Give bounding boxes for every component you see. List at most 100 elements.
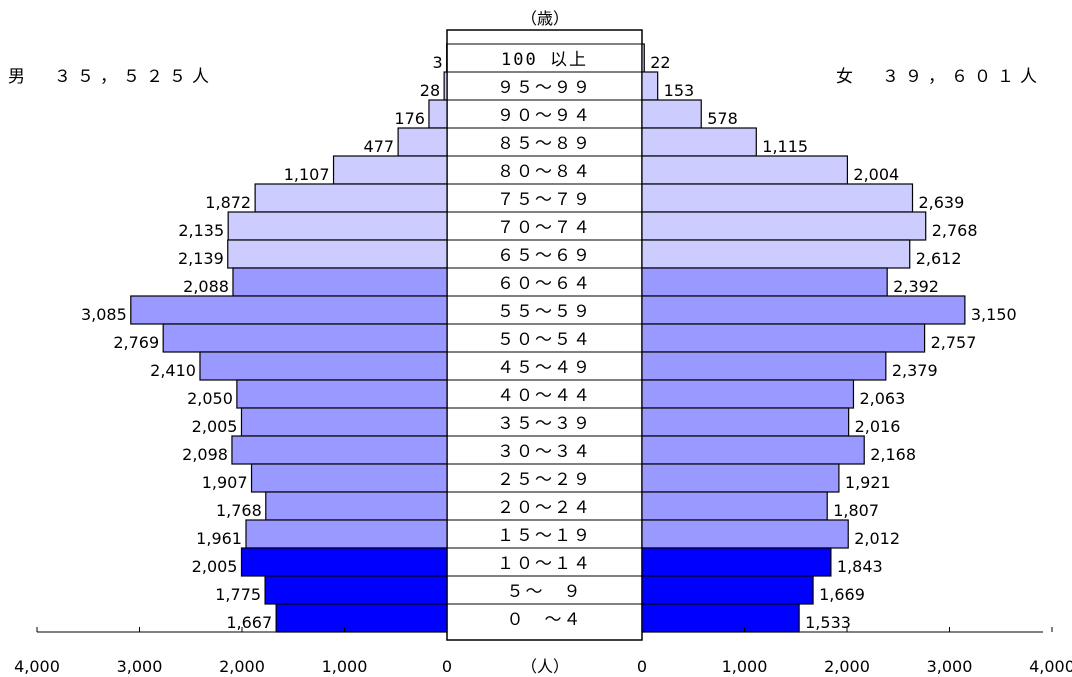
female-value-label: 153: [664, 81, 695, 100]
male-bar: [275, 603, 448, 633]
female-value-label: 2,012: [854, 529, 900, 548]
female-value-label: 1,843: [837, 557, 883, 576]
age-group-label: 100 以上: [501, 50, 588, 70]
female-bar: [641, 71, 659, 101]
female-bar: [641, 43, 645, 73]
female-bar: [641, 463, 840, 493]
male-bar: [265, 491, 448, 521]
male-x-tick-label: 4,000: [14, 657, 60, 676]
female-bar: [641, 99, 702, 129]
female-bar: [641, 351, 887, 381]
male-value-label: 2,005: [192, 417, 238, 436]
male-value-label: 2,410: [150, 361, 196, 380]
male-bar: [443, 71, 448, 101]
male-x-tick-label: 0: [442, 657, 452, 676]
male-value-label: 1,961: [196, 529, 242, 548]
male-bar: [250, 463, 448, 493]
male-bar: [231, 435, 448, 465]
female-value-label: 2,757: [931, 333, 977, 352]
age-group-label: ８０～８４: [497, 162, 592, 182]
female-title: 女 ３９，６０１人: [836, 67, 1043, 87]
age-group-label: ５５～５９: [497, 302, 592, 322]
male-x-tick-label: 2,000: [219, 657, 265, 676]
female-bar: [641, 239, 911, 269]
age-group-label: ４５～４９: [497, 358, 592, 378]
age-group-label: ５０～５４: [497, 330, 592, 350]
female-value-label: 2,063: [859, 389, 905, 408]
male-bar: [428, 99, 448, 129]
age-group-label: ７０～７４: [497, 218, 592, 238]
female-value-label: 578: [707, 109, 738, 128]
age-group-label: ３０～３４: [497, 442, 592, 462]
male-bar: [245, 519, 448, 549]
male-bar: [397, 127, 448, 157]
male-value-label: 477: [364, 137, 395, 156]
female-bar: [641, 407, 850, 437]
labels-group: 100 以上 3 22 ９５～９９ 28 153 ９０～９４ 176 578 ８５～８９ 477 1,…: [14, 50, 1072, 676]
male-value-label: 2,098: [182, 445, 228, 464]
male-bar: [199, 351, 448, 381]
female-bar: [641, 295, 966, 325]
male-bar: [236, 379, 448, 409]
female-value-label: 2,612: [916, 249, 962, 268]
male-bar: [227, 211, 448, 241]
male-bar: [227, 239, 448, 269]
age-group-label: ６５～６９: [497, 246, 592, 266]
female-value-label: 2,168: [870, 445, 916, 464]
male-value-label: 1,667: [226, 613, 272, 632]
female-value-label: 2,016: [855, 417, 901, 436]
female-value-label: 22: [650, 53, 670, 72]
female-bar: [641, 183, 914, 213]
male-bar: [130, 295, 448, 325]
female-value-label: 2,392: [893, 277, 939, 296]
male-bar: [264, 575, 448, 605]
male-value-label: 1,907: [202, 473, 248, 492]
male-value-label: 1,872: [205, 193, 251, 212]
male-value-label: 3: [433, 53, 443, 72]
female-bar: [641, 379, 855, 409]
age-group-label: ７５～７９: [497, 190, 592, 210]
age-group-label: ２０～２４: [497, 498, 592, 518]
age-group-label: ８５～８９: [497, 134, 592, 154]
age-group-label: ６０～６４: [497, 274, 592, 294]
age-group-label: ５～ ９: [507, 582, 583, 602]
male-title: 男 ３５，５２５人: [8, 67, 215, 87]
female-bar: [641, 323, 926, 353]
female-bar: [641, 491, 828, 521]
male-value-label: 28: [420, 81, 440, 100]
female-value-label: 1,807: [833, 501, 879, 520]
age-group-label: ２５～２９: [497, 470, 592, 490]
female-bar: [641, 575, 814, 605]
female-x-tick-label: 3,000: [927, 657, 973, 676]
female-value-label: 2,004: [853, 165, 899, 184]
female-value-label: 3,150: [971, 305, 1017, 324]
female-bar: [641, 127, 757, 157]
female-x-tick-label: 2,000: [824, 657, 870, 676]
male-bar: [162, 323, 448, 353]
female-value-label: 1,669: [819, 585, 865, 604]
male-bar: [254, 183, 448, 213]
male-value-label: 2,088: [183, 277, 229, 296]
female-bar: [641, 603, 800, 633]
female-value-label: 1,921: [845, 473, 891, 492]
age-group-label: ９５～９９: [497, 78, 592, 98]
female-bar: [641, 267, 888, 297]
female-value-label: 2,768: [932, 221, 978, 240]
female-value-label: 1,115: [762, 137, 808, 156]
male-value-label: 2,135: [178, 221, 224, 240]
male-bar: [240, 547, 448, 577]
male-bar: [332, 155, 448, 185]
female-value-label: 2,379: [892, 361, 938, 380]
male-value-label: 3,085: [81, 305, 127, 324]
male-value-label: 2,139: [178, 249, 224, 268]
female-bar: [641, 155, 849, 185]
age-axis-label: （歳）: [521, 9, 569, 28]
male-x-tick-label: 3,000: [117, 657, 163, 676]
female-value-label: 1,533: [805, 613, 851, 632]
male-x-tick-label: 1,000: [322, 657, 368, 676]
female-bar: [641, 435, 865, 465]
male-value-label: 2,769: [113, 333, 159, 352]
age-group-label: ０ ～４: [507, 610, 583, 630]
male-value-label: 1,768: [216, 501, 262, 520]
